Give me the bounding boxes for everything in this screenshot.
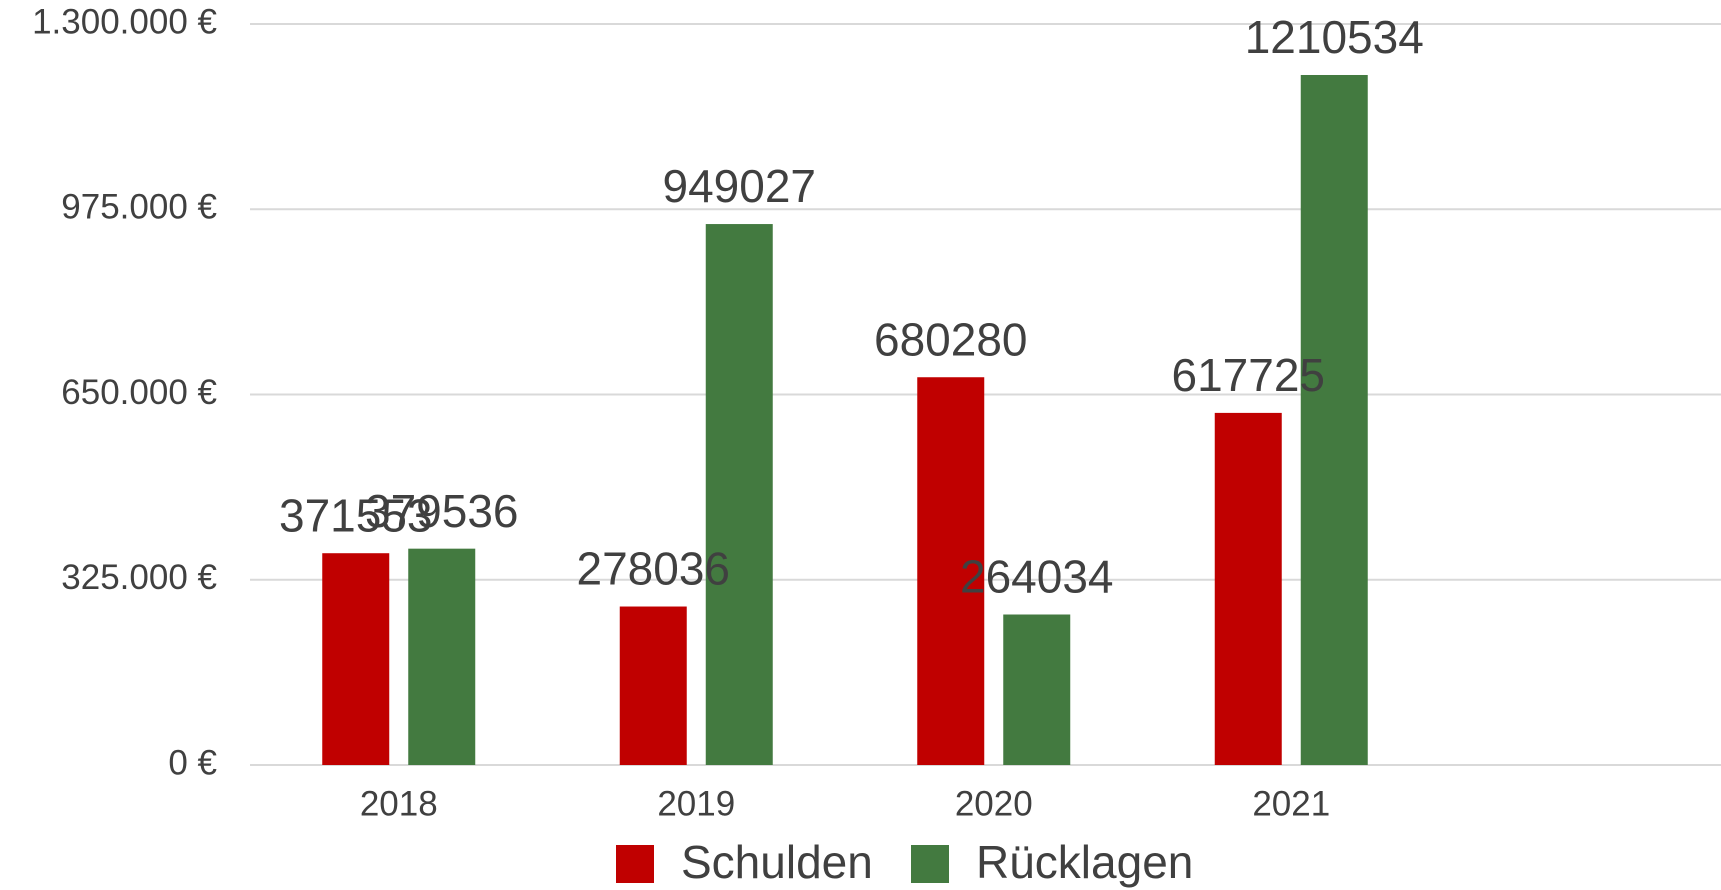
data-label: 278036 — [577, 543, 731, 595]
data-label: 680280 — [874, 313, 1028, 365]
bar — [322, 553, 390, 765]
x-tick-label: 2020 — [955, 784, 1033, 823]
bar — [705, 224, 773, 765]
bar — [408, 548, 476, 765]
bar — [1003, 614, 1071, 765]
data-label: 1210534 — [1245, 11, 1424, 63]
data-label: 379536 — [365, 485, 519, 537]
legend-label: Rücklagen — [976, 836, 1193, 888]
y-tick-label: 0 € — [168, 743, 217, 782]
x-tick-label: 2018 — [360, 784, 438, 823]
data-label: 264034 — [960, 551, 1114, 603]
y-tick-label: 1.300.000 € — [32, 2, 217, 41]
x-tick-label: 2021 — [1252, 784, 1330, 823]
data-label: 617725 — [1172, 349, 1326, 401]
bar — [917, 377, 985, 765]
y-tick-label: 325.000 € — [61, 558, 217, 597]
legend-label: Schulden — [681, 836, 873, 888]
legend-swatch — [911, 845, 949, 883]
y-tick-label: 650.000 € — [61, 373, 217, 412]
bar — [619, 606, 687, 765]
data-label: 949027 — [663, 160, 817, 212]
x-tick-label: 2019 — [657, 784, 735, 823]
y-tick-label: 975.000 € — [61, 188, 217, 227]
bar — [1214, 412, 1282, 765]
data-label: 371553 — [279, 489, 433, 541]
bar — [1300, 74, 1368, 766]
legend-swatch — [616, 845, 654, 883]
